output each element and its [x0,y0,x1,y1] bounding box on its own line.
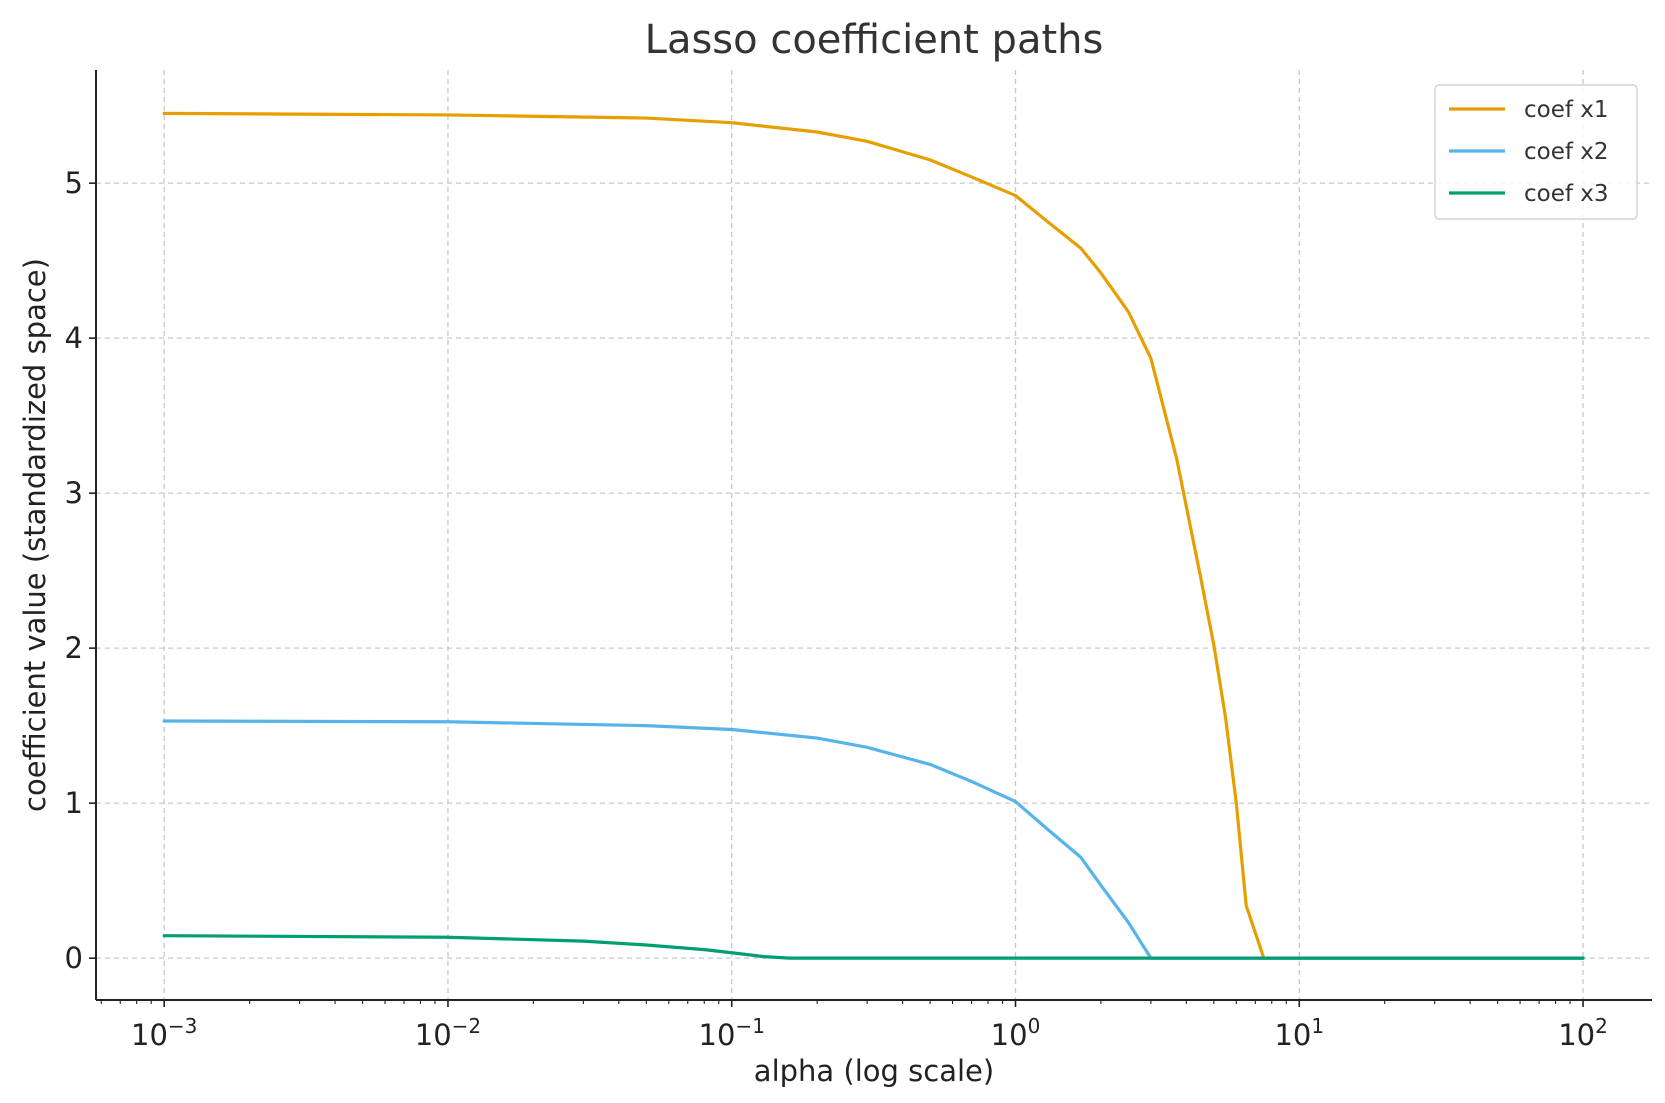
x-tick-label-base: 10 [415,1018,452,1052]
x-tick-label-base: 10 [1274,1018,1311,1052]
x-tick-label: 100 [991,1014,1041,1052]
y-tick-label: 3 [65,476,83,510]
series-lines [162,111,1585,960]
axes [95,70,1652,1001]
legend-label: coef x2 [1524,139,1609,165]
x-tick-label-exponent: −3 [168,1014,197,1038]
y-tick-label: 5 [65,166,83,200]
y-tick-label: 2 [65,631,83,665]
x-tick-label-exponent: 2 [1595,1014,1608,1038]
x-tick-label-exponent: −1 [735,1014,764,1038]
x-tick-label-base: 10 [699,1018,736,1052]
y-tick-label: 4 [65,321,83,355]
legend-box [1434,84,1638,220]
grid [96,70,1652,1000]
series-line-coef-x1 [162,111,1585,960]
chart-title: Lasso coefficient paths [645,17,1104,63]
legend-label: coef x3 [1524,181,1609,207]
series-line-coef-x3 [162,934,1585,960]
x-tick-label: 10−1 [699,1014,765,1052]
x-tick-label: 102 [1558,1014,1608,1052]
series-line-coef-x2 [162,719,1585,960]
x-tick-label-exponent: 1 [1311,1014,1324,1038]
x-tick-label-exponent: 0 [1028,1014,1041,1038]
x-tick-label-base: 10 [1558,1018,1595,1052]
x-tick-label: 10−3 [131,1014,197,1052]
x-tick-label: 101 [1274,1014,1324,1052]
x-tick-label-exponent: −2 [452,1014,481,1038]
x-tick-label-base: 10 [131,1018,168,1052]
y-tick-label: 1 [65,786,83,820]
y-tick-label: 0 [65,941,83,975]
x-tick-label-base: 10 [991,1018,1028,1052]
legend: coef x1 coef x2 coef x3 [1434,84,1638,220]
x-tick-label: 10−2 [415,1014,481,1052]
legend-label: coef x1 [1524,97,1609,123]
y-axis-label: coefficient value (standardized space) [18,258,52,812]
x-axis-label: alpha (log scale) [754,1054,994,1088]
